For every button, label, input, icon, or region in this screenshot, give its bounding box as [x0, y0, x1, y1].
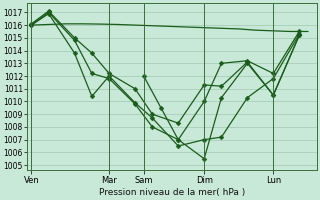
- X-axis label: Pression niveau de la mer( hPa ): Pression niveau de la mer( hPa ): [99, 188, 245, 197]
